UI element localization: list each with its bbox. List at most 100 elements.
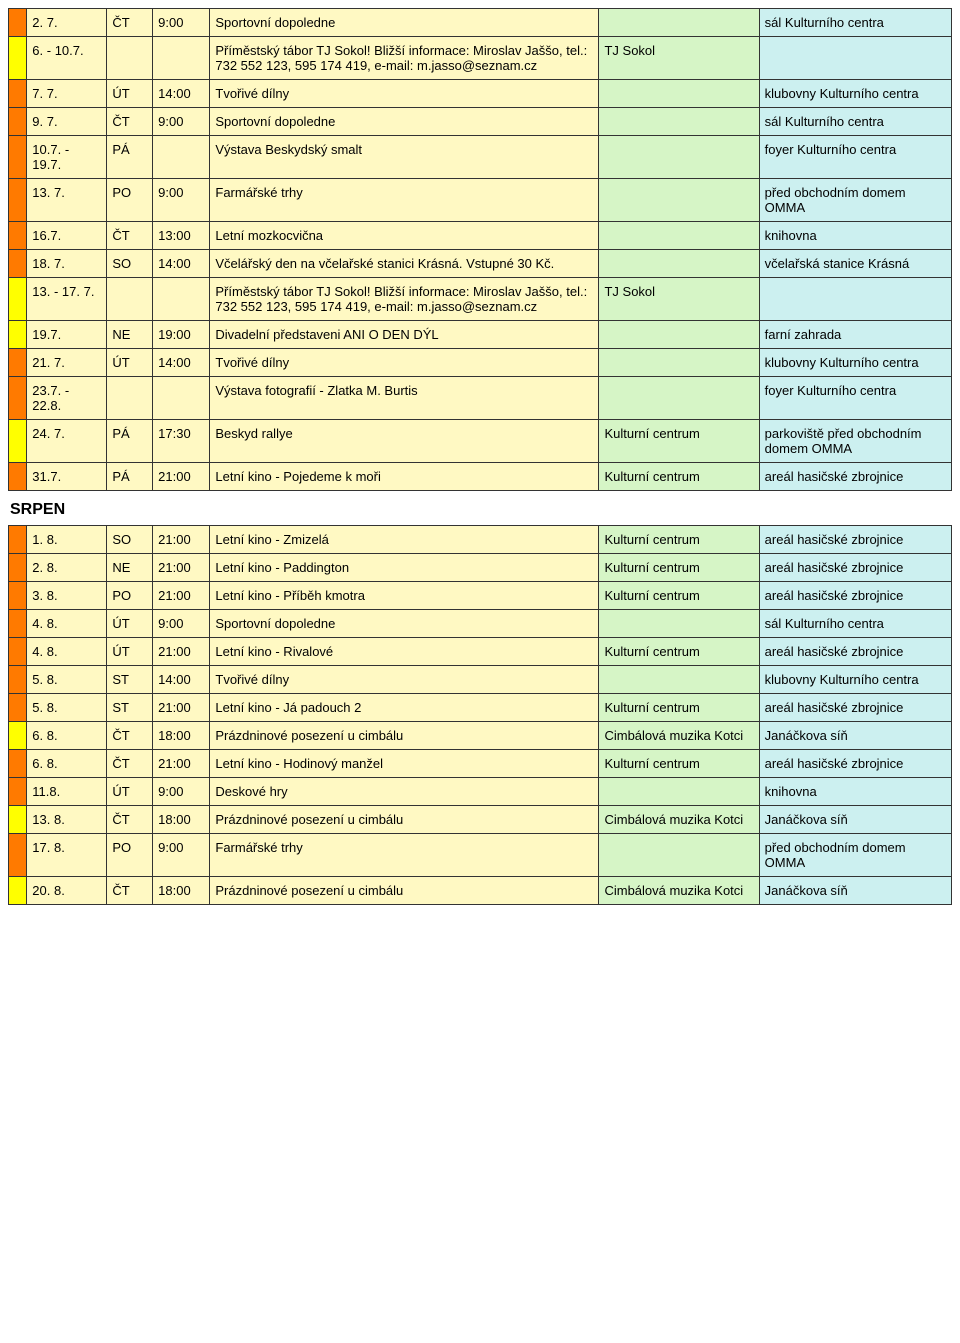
day-cell: ČT [107, 722, 153, 750]
day-cell: ČT [107, 750, 153, 778]
day-cell: ÚT [107, 638, 153, 666]
date-cell: 13. - 17. 7. [27, 278, 107, 321]
day-cell: ČT [107, 222, 153, 250]
row-swatch [9, 37, 27, 80]
event-cell: Letní kino - Paddington [210, 554, 599, 582]
place-cell: včelařská stanice Krásná [759, 250, 951, 278]
row-swatch [9, 9, 27, 37]
date-cell: 5. 8. [27, 666, 107, 694]
time-cell: 9:00 [153, 610, 210, 638]
date-cell: 6. 8. [27, 722, 107, 750]
date-cell: 3. 8. [27, 582, 107, 610]
row-swatch [9, 136, 27, 179]
event-cell: Prázdninové posezení u cimbálu [210, 806, 599, 834]
table-row: 1. 8.SO21:00Letní kino - ZmizeláKulturní… [9, 526, 952, 554]
organizer-cell [599, 250, 759, 278]
day-cell: NE [107, 554, 153, 582]
place-cell: sál Kulturního centra [759, 108, 951, 136]
row-swatch [9, 806, 27, 834]
time-cell: 18:00 [153, 806, 210, 834]
event-cell: Tvořivé dílny [210, 666, 599, 694]
event-cell: Farmářské trhy [210, 834, 599, 877]
date-cell: 16.7. [27, 222, 107, 250]
time-cell [153, 278, 210, 321]
place-cell: Janáčkova síň [759, 722, 951, 750]
row-swatch [9, 526, 27, 554]
date-cell: 13. 8. [27, 806, 107, 834]
event-cell: Deskové hry [210, 778, 599, 806]
day-cell: PÁ [107, 136, 153, 179]
table-row: 2. 7.ČT9:00Sportovní dopolednesál Kultur… [9, 9, 952, 37]
organizer-cell [599, 222, 759, 250]
table-row: 6. 8.ČT18:00Prázdninové posezení u cimbá… [9, 722, 952, 750]
events-table-august: 1. 8.SO21:00Letní kino - ZmizeláKulturní… [8, 525, 952, 905]
date-cell: 20. 8. [27, 877, 107, 905]
day-cell: ST [107, 694, 153, 722]
table-row: 19.7.NE19:00Divadelní představeni ANI O … [9, 321, 952, 349]
table-row: 7. 7.ÚT14:00Tvořivé dílnyklubovny Kultur… [9, 80, 952, 108]
date-cell: 6. - 10.7. [27, 37, 107, 80]
event-cell: Letní kino - Já padouch 2 [210, 694, 599, 722]
date-cell: 17. 8. [27, 834, 107, 877]
date-cell: 31.7. [27, 463, 107, 491]
organizer-cell: Kulturní centrum [599, 463, 759, 491]
place-cell: před obchodním domem OMMA [759, 834, 951, 877]
day-cell: ČT [107, 9, 153, 37]
events-table-july: 2. 7.ČT9:00Sportovní dopolednesál Kultur… [8, 8, 952, 491]
event-cell: Letní kino - Rivalové [210, 638, 599, 666]
event-cell: Letní kino - Pojedeme k moři [210, 463, 599, 491]
organizer-cell: Kulturní centrum [599, 582, 759, 610]
table-row: 16.7.ČT13:00Letní mozkocvičnaknihovna [9, 222, 952, 250]
table-row: 18. 7.SO14:00Včelářský den na včelařské … [9, 250, 952, 278]
place-cell: sál Kulturního centra [759, 610, 951, 638]
place-cell: areál hasičské zbrojnice [759, 750, 951, 778]
date-cell: 4. 8. [27, 610, 107, 638]
event-cell: Tvořivé dílny [210, 80, 599, 108]
time-cell: 9:00 [153, 834, 210, 877]
time-cell: 17:30 [153, 420, 210, 463]
time-cell: 18:00 [153, 722, 210, 750]
date-cell: 4. 8. [27, 638, 107, 666]
table-row: 21. 7.ÚT14:00Tvořivé dílnyklubovny Kultu… [9, 349, 952, 377]
table-row: 13. 8.ČT18:00Prázdninové posezení u cimb… [9, 806, 952, 834]
table-row: 6. - 10.7.Příměstský tábor TJ Sokol! Bli… [9, 37, 952, 80]
time-cell: 21:00 [153, 526, 210, 554]
time-cell [153, 136, 210, 179]
place-cell: areál hasičské zbrojnice [759, 463, 951, 491]
organizer-cell: Cimbálová muzika Kotci [599, 722, 759, 750]
place-cell: klubovny Kulturního centra [759, 80, 951, 108]
row-swatch [9, 321, 27, 349]
day-cell: ST [107, 666, 153, 694]
row-swatch [9, 250, 27, 278]
place-cell: knihovna [759, 222, 951, 250]
date-cell: 23.7. - 22.8. [27, 377, 107, 420]
row-swatch [9, 278, 27, 321]
date-cell: 21. 7. [27, 349, 107, 377]
organizer-cell [599, 136, 759, 179]
row-swatch [9, 108, 27, 136]
table-row: 2. 8.NE21:00Letní kino - PaddingtonKultu… [9, 554, 952, 582]
day-cell: PO [107, 582, 153, 610]
day-cell: PO [107, 179, 153, 222]
month-header-srpen: SRPEN [8, 491, 952, 525]
organizer-cell: Kulturní centrum [599, 526, 759, 554]
organizer-cell: Cimbálová muzika Kotci [599, 806, 759, 834]
table-row: 5. 8.ST14:00Tvořivé dílnyklubovny Kultur… [9, 666, 952, 694]
place-cell: areál hasičské zbrojnice [759, 582, 951, 610]
table-row: 5. 8.ST21:00Letní kino - Já padouch 2Kul… [9, 694, 952, 722]
table-row: 23.7. - 22.8.Výstava fotografií - Zlatka… [9, 377, 952, 420]
time-cell: 21:00 [153, 638, 210, 666]
time-cell: 14:00 [153, 80, 210, 108]
event-cell: Beskyd rallye [210, 420, 599, 463]
date-cell: 2. 8. [27, 554, 107, 582]
day-cell: ČT [107, 806, 153, 834]
day-cell: PÁ [107, 420, 153, 463]
place-cell: areál hasičské zbrojnice [759, 694, 951, 722]
table-row: 11.8.ÚT9:00Deskové hryknihovna [9, 778, 952, 806]
time-cell: 14:00 [153, 349, 210, 377]
time-cell: 21:00 [153, 750, 210, 778]
day-cell: ÚT [107, 349, 153, 377]
organizer-cell [599, 179, 759, 222]
table-row: 6. 8.ČT21:00Letní kino - Hodinový manžel… [9, 750, 952, 778]
organizer-cell [599, 321, 759, 349]
